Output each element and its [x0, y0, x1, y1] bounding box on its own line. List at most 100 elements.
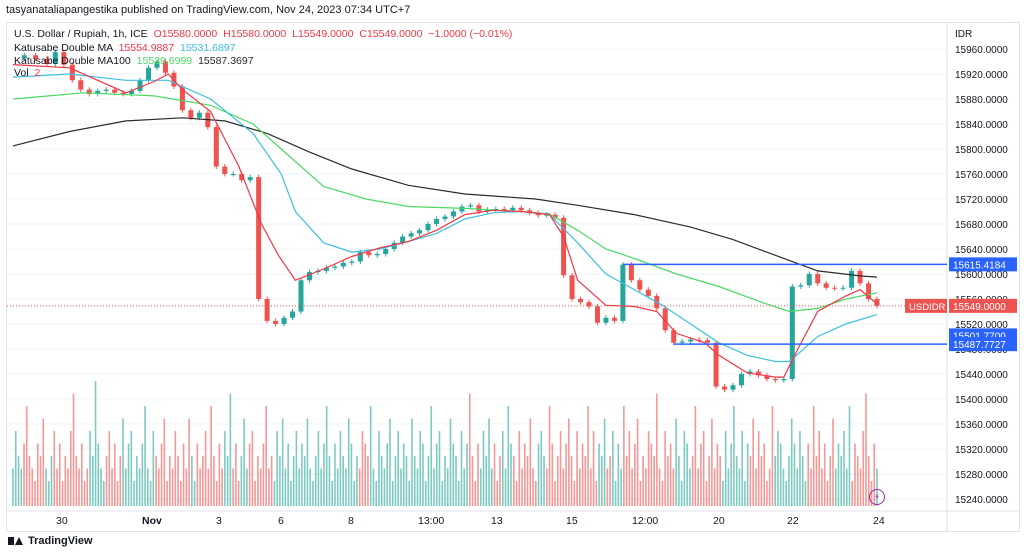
y-tick-label: 15400.0000	[955, 395, 1008, 406]
y-tick-label: 15680.0000	[955, 220, 1008, 231]
candle-body	[374, 254, 380, 256]
volume-bar	[867, 456, 870, 506]
volume-bar	[207, 468, 210, 506]
volume-bar	[136, 456, 138, 506]
volume-bar	[581, 443, 584, 506]
volume-bar	[463, 468, 466, 506]
candle-body	[264, 299, 270, 321]
volume-bar	[766, 481, 768, 506]
volume-bar	[639, 481, 642, 506]
candle-body	[459, 206, 465, 212]
volume-bar	[336, 468, 339, 506]
ma-fast-line	[12, 64, 878, 378]
volume-bar	[103, 481, 105, 506]
volume-bar	[730, 443, 732, 506]
candle-body	[306, 272, 312, 281]
volume-bar	[213, 456, 215, 506]
y-tick-label: 15240.0000	[955, 495, 1008, 506]
chart-frame[interactable]: 15960.0000 15920.0000 15880.0000 15840.0000…	[6, 22, 1020, 532]
volume-bar	[182, 443, 185, 506]
volume-bar	[479, 468, 482, 506]
volume-bar	[149, 481, 152, 506]
volume-bar	[617, 443, 620, 506]
legend-indicator-2[interactable]: Katusabe Double MA100 15539.6999 15587.3…	[14, 55, 254, 67]
candle-body	[400, 236, 406, 243]
candle-body	[78, 80, 84, 90]
volume-bar	[127, 443, 130, 506]
volume-bar	[832, 418, 834, 506]
candle-body	[450, 211, 456, 217]
volume-bar	[815, 456, 818, 506]
volume-bar	[174, 431, 177, 506]
price-label-box	[949, 298, 1017, 313]
candle-body	[256, 177, 262, 299]
volume-bar	[672, 468, 675, 506]
candle-body	[493, 209, 499, 210]
volume-bar	[243, 418, 245, 506]
volume-bar	[744, 481, 746, 506]
volume-bar	[628, 431, 631, 506]
candle-body	[129, 90, 135, 94]
volume-bar	[301, 443, 303, 506]
lightning-icon[interactable]: ⚡	[869, 489, 885, 505]
volume-bar	[320, 468, 322, 506]
volume-bar	[171, 468, 174, 506]
candle-body	[832, 287, 838, 289]
y-tick-label: 15720.0000	[955, 195, 1008, 206]
price-chart[interactable]: 15960.0000 15920.0000 15880.0000 15840.0000…	[7, 23, 1019, 531]
volume-bar	[53, 431, 56, 506]
volume-bar	[595, 481, 598, 506]
volume-bar	[535, 481, 537, 506]
volume-bar	[284, 468, 287, 506]
volume-bar	[452, 443, 455, 506]
volume-bar	[287, 443, 289, 506]
volume-bar	[785, 481, 787, 506]
candle-body	[349, 261, 355, 263]
price-label: 15615.4184	[953, 260, 1006, 271]
volume-bar	[680, 481, 683, 506]
volume-bar	[430, 406, 433, 506]
candle-body	[120, 92, 126, 94]
legend-volume[interactable]: Vol 2	[14, 67, 40, 79]
volume-bar	[433, 468, 435, 506]
candle-body	[611, 317, 617, 321]
volume-bar	[345, 468, 347, 506]
volume-bar	[667, 456, 669, 506]
volume-bar	[155, 456, 157, 506]
y-tick-label: 15880.0000	[955, 95, 1008, 106]
volume-bar	[471, 456, 474, 506]
x-tick-label: 6	[278, 515, 284, 527]
volume-bar	[664, 431, 666, 506]
y-tick-label: 15320.0000	[955, 445, 1008, 456]
volume-bar	[276, 431, 278, 506]
volume-bar	[697, 468, 699, 506]
volume-bar	[562, 468, 565, 506]
volume-bar	[482, 431, 485, 506]
candle-body	[290, 311, 296, 318]
volume-bar	[413, 456, 416, 506]
volume-bar	[364, 443, 367, 506]
volume-bar	[540, 431, 543, 506]
volume-bar	[221, 468, 223, 506]
volume-bar	[347, 418, 350, 506]
volume-bar	[202, 456, 204, 506]
volume-bar	[309, 468, 311, 506]
volume-bar	[749, 456, 752, 506]
candle-body	[696, 339, 702, 341]
volume-bar	[840, 456, 843, 506]
candle-body	[61, 52, 67, 65]
volume-bar	[411, 418, 413, 506]
legend-indicator-1[interactable]: Katusabe Double MA 15554.9887 15531.6897	[14, 42, 235, 54]
volume-bar	[358, 468, 361, 506]
volume-bar	[108, 431, 111, 506]
volume-bar	[587, 406, 589, 506]
volume-bar	[636, 418, 639, 506]
volume-bar	[290, 481, 292, 506]
volume-bar	[334, 443, 336, 506]
volume-bar	[612, 431, 614, 506]
candle-body	[569, 275, 575, 299]
volume-bar	[821, 468, 823, 506]
volume-bar	[845, 468, 848, 506]
volume-bar	[548, 406, 551, 506]
volume-bar	[526, 456, 529, 506]
